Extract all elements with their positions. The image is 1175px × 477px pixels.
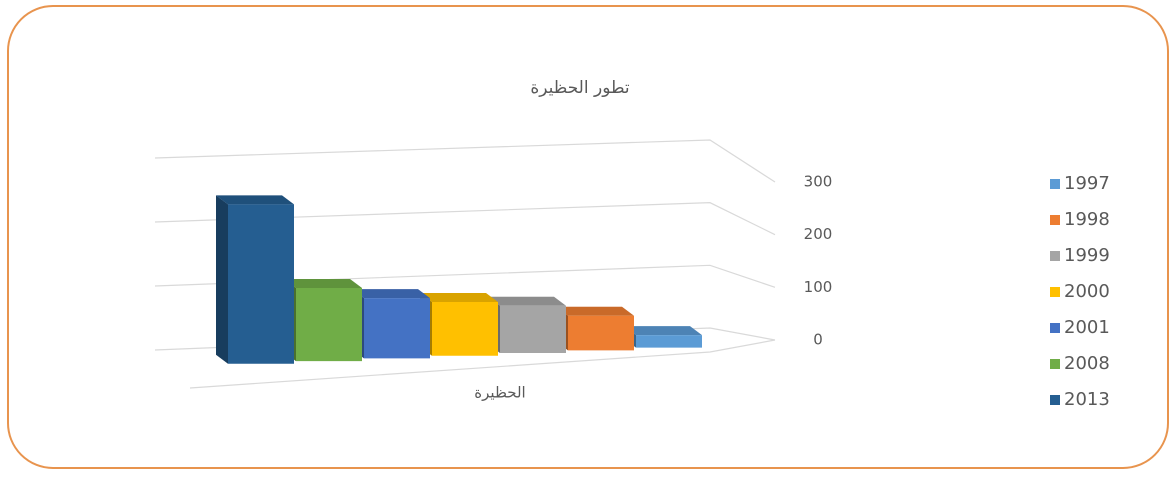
legend-swatch (1050, 215, 1060, 225)
bar (420, 292, 498, 356)
grid-line (154, 202, 776, 236)
bar-face (216, 195, 294, 205)
bar-face (352, 289, 430, 299)
bar-face (284, 278, 362, 288)
chart-title: تطور الحظيرة (530, 78, 630, 98)
legend-swatch (1050, 359, 1060, 369)
legend-label: 1998 (1064, 209, 1110, 230)
legend-swatch (1050, 251, 1060, 261)
legend-label: 2008 (1064, 353, 1110, 374)
bar (352, 289, 430, 359)
bar (284, 278, 362, 362)
legend-label: 2000 (1064, 281, 1110, 302)
legend-swatch (1050, 179, 1060, 189)
y-tick-label: 100 (804, 278, 833, 296)
bar-face (624, 326, 702, 336)
y-tick-label: 200 (804, 225, 833, 243)
bar-face (228, 204, 294, 364)
bar-face (624, 326, 702, 336)
bar-face (284, 278, 362, 288)
bar-face (216, 195, 228, 364)
bar-face (216, 195, 228, 364)
bar (624, 326, 702, 348)
legend-label: 2001 (1064, 317, 1110, 338)
bar-face (488, 296, 566, 306)
bar-face (420, 292, 498, 302)
frame (7, 5, 1169, 469)
bar-face (216, 195, 294, 205)
bar-face (636, 335, 702, 348)
bar-face (488, 296, 566, 306)
grid-line (154, 139, 776, 183)
bar (556, 306, 634, 351)
legend-label: 1999 (1064, 245, 1110, 266)
legend-swatch (1050, 395, 1060, 405)
bar-face (556, 306, 634, 316)
x-tick-label: الحظيرة (474, 384, 525, 402)
bar-face (364, 298, 430, 359)
floor-line (189, 339, 776, 389)
bar-face (420, 292, 498, 302)
bar-face (568, 315, 634, 351)
bar-face (296, 287, 362, 362)
legend-swatch (1050, 287, 1060, 297)
bar-face (500, 305, 566, 354)
legend-label: 1997 (1064, 173, 1110, 194)
y-tick-label: 300 (804, 173, 833, 191)
bar (216, 195, 294, 364)
bar-face (432, 301, 498, 356)
y-tick-label: 0 (813, 331, 823, 349)
legend-swatch (1050, 323, 1060, 333)
bar (488, 296, 566, 354)
legend-label: 2013 (1064, 389, 1110, 410)
bar-face (352, 289, 430, 299)
bar-face (556, 306, 634, 316)
